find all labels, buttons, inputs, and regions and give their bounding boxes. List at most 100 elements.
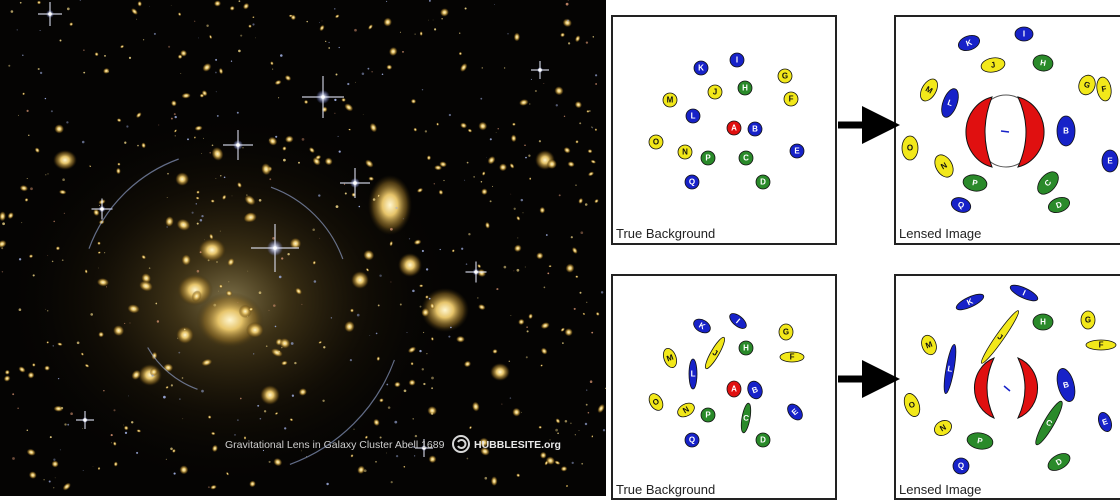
svg-text:K: K [697,321,707,332]
svg-text:C: C [742,413,749,423]
source-f-bottom-true: F [779,351,805,363]
source-h-top-true: H [737,80,753,96]
svg-text:N: N [682,148,688,157]
source-k-bottom-true: K [693,318,711,334]
svg-text:G: G [1083,80,1092,91]
source-k-bottom-lensed: K [955,293,985,311]
svg-text:C: C [743,154,749,163]
source-o-top-lensed: O [901,135,919,161]
svg-text:D: D [1054,457,1064,468]
svg-text:Q: Q [689,178,695,187]
svg-text:F: F [1101,84,1107,94]
svg-text:B: B [1063,127,1069,136]
source-n-bottom-lensed: N [934,420,952,436]
svg-text:H: H [1040,318,1046,327]
svg-text:E: E [1101,417,1110,428]
source-m-top-lensed: M [920,78,938,102]
svg-text:I: I [1023,30,1025,39]
source-n-top-lensed: N [934,154,954,178]
svg-text:N: N [681,405,691,416]
source-f-top-lensed: F [1096,76,1112,102]
source-q-bottom-lensed: Q [952,457,970,475]
svg-text:J: J [711,348,719,358]
svg-text:G: G [782,72,788,81]
source-i-top-lensed: I [1014,26,1034,42]
svg-text:H: H [743,344,749,353]
svg-text:F: F [790,353,795,362]
source-h-bottom-lensed: H [1032,313,1054,331]
svg-text:B: B [751,385,760,396]
hubblesite-logo-text: HUBBLESITE.org [474,439,561,451]
svg-text:E: E [794,147,800,156]
panel-lensed-image-bottom [894,274,1120,500]
svg-text:N: N [938,423,948,434]
svg-text:Q: Q [689,436,695,445]
source-c-top-lensed: C [1037,171,1059,195]
svg-text:F: F [1099,341,1104,350]
source-k-top-lensed: K [957,35,981,51]
source-d-bottom-true: D [755,432,771,448]
svg-text:P: P [705,411,711,420]
source-p-bottom-lensed: P [966,432,994,450]
source-q-top-lensed: Q [950,197,972,213]
source-q-top-true: Q [684,174,700,190]
source-m-top-true: M [662,92,678,108]
svg-text:Q: Q [958,462,964,471]
svg-text:M: M [667,96,674,105]
svg-text:K: K [698,64,704,73]
svg-text:B: B [1062,380,1070,390]
source-k-top-true: K [693,60,709,76]
svg-text:O: O [908,400,917,411]
source-i-bottom-true: I [729,313,747,329]
einstein-ring-top [965,94,1045,168]
source-b-top-true: B [747,121,763,137]
svg-text:M: M [665,353,675,364]
svg-text:O: O [907,144,913,153]
source-o-bottom-true: O [648,393,664,411]
source-l-bottom-lensed: L [943,343,957,395]
svg-text:I: I [736,56,738,65]
source-b-top-lensed: B [1056,115,1076,147]
svg-text:E: E [1107,157,1113,166]
svg-text:D: D [760,178,766,187]
source-o-top-true: O [648,134,664,150]
source-l-bottom-true: L [688,358,698,390]
source-a-bottom-true: A [726,380,742,398]
source-j-top-true: J [707,84,723,100]
lensing-diagram: K I G M J H F L A B O N P C E Q D K I G M J H F L B O N P C E Q D K I G M J H F… [611,15,1120,500]
svg-text:J: J [990,60,996,70]
lensed-arcs [88,158,395,465]
source-j-top-lensed: J [980,57,1006,73]
svg-text:J: J [713,88,717,97]
source-p-top-true: P [700,150,716,166]
arrow-top [838,106,900,144]
source-l-top-true: L [685,108,701,124]
galaxy-field [0,0,606,491]
source-g-top-lensed: G [1078,74,1096,96]
panel-true-background-top [611,15,837,245]
svg-text:C: C [1044,418,1054,429]
svg-text:L: L [947,364,953,374]
photo-caption: Gravitational Lens in Galaxy Cluster Abe… [225,439,445,451]
source-f-bottom-lensed: F [1085,339,1117,351]
source-q-bottom-true: Q [684,432,700,448]
source-d-top-true: D [755,174,771,190]
svg-text:A: A [731,124,737,133]
svg-text:I: I [1021,288,1027,297]
source-i-bottom-lensed: I [1009,284,1039,302]
source-c-top-true: C [738,150,754,166]
source-m-bottom-true: M [663,347,677,369]
source-d-top-lensed: D [1047,197,1071,213]
star-field [38,2,549,457]
svg-text:C: C [1043,178,1054,188]
svg-text:G: G [783,328,789,337]
source-g-bottom-true: G [778,323,794,341]
svg-text:K: K [965,297,974,308]
svg-text:M: M [924,84,935,95]
panel-true-background-bottom [611,274,837,500]
svg-text:O: O [653,138,659,147]
svg-text:H: H [1039,58,1046,68]
einstein-ring-bottom [974,357,1038,419]
svg-text:M: M [924,340,934,351]
svg-text:A: A [731,385,737,394]
